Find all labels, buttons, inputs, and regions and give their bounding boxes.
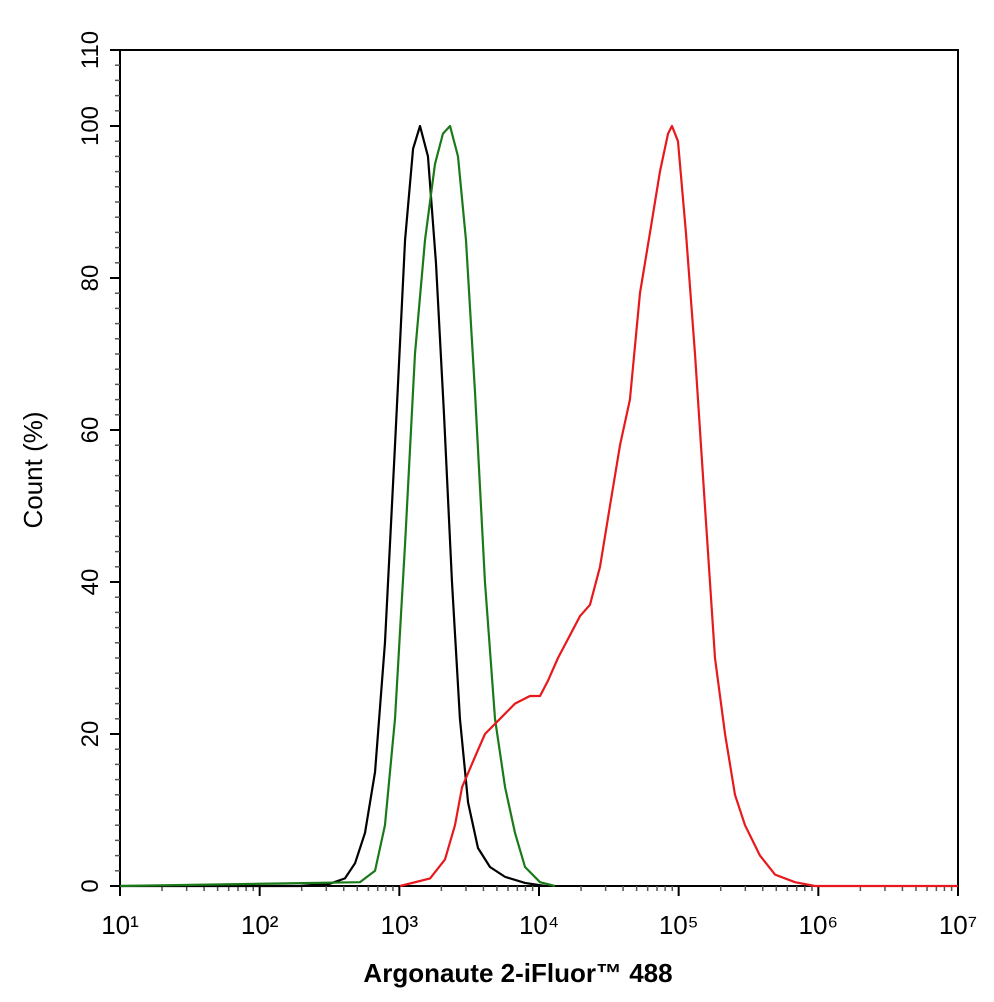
y-tick-label: 20 xyxy=(77,721,104,748)
x-tick-label: 10⁵ xyxy=(659,910,699,940)
x-tick-label: 10³ xyxy=(381,910,419,940)
y-tick-label: 110 xyxy=(77,31,104,69)
y-tick-label: 40 xyxy=(77,569,104,596)
plot-frame xyxy=(119,49,959,887)
series-line xyxy=(119,124,556,888)
y-tick-label: 60 xyxy=(77,417,104,444)
y-axis-label: Count (%) xyxy=(18,411,48,528)
y-tick-label: 0 xyxy=(77,879,104,892)
y-tick-label: 80 xyxy=(77,265,104,292)
series-line xyxy=(120,124,546,888)
y-tick-label: 100 xyxy=(77,106,104,146)
x-tick-label: 10¹ xyxy=(101,910,139,940)
x-tick-label: 10⁷ xyxy=(939,910,977,940)
x-axis-label: Argonaute 2-iFluor™ 488 xyxy=(363,958,672,988)
series-line xyxy=(399,124,958,888)
x-tick-label: 10⁶ xyxy=(799,910,839,940)
x-tick-label: 10⁴ xyxy=(519,910,559,940)
x-tick-label: 10² xyxy=(241,910,279,940)
